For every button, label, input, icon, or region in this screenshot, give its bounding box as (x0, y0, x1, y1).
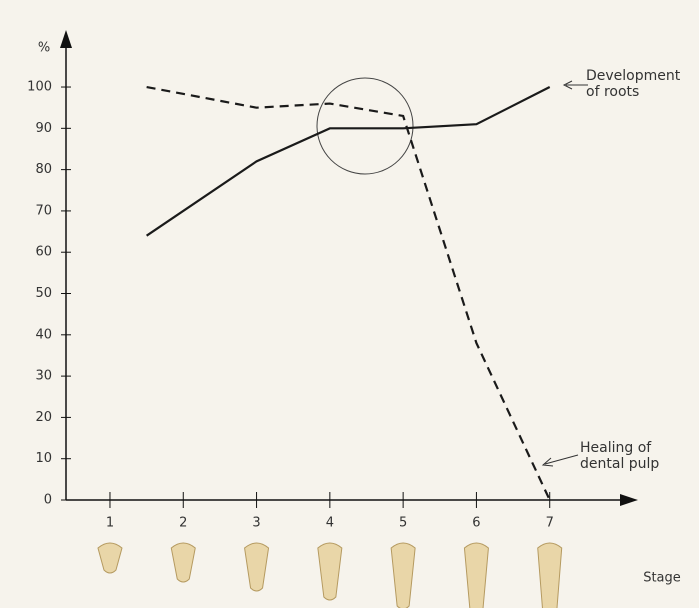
y-axis-label: % (38, 41, 50, 56)
tooth (391, 543, 415, 608)
tooth (538, 543, 562, 608)
tooth (245, 543, 269, 591)
x-tick-label: 7 (546, 516, 554, 531)
page: % Stage 0 10 20 30 40 50 60 70 80 90 100 1 2 3 4 5 6 7 De… (0, 0, 699, 608)
y-tick-label: 60 (35, 245, 52, 260)
series-label: Healing of dental pulp (580, 440, 675, 472)
y-tick-label: 30 (35, 369, 52, 384)
line-series (147, 87, 550, 236)
y-tick-label: 80 (35, 162, 52, 177)
highlight-circle (317, 78, 413, 174)
series-label: Development of roots (586, 68, 698, 100)
y-tick-label: 10 (35, 451, 52, 466)
x-arrow (620, 494, 638, 506)
tooth (318, 543, 342, 600)
y-arrow (60, 30, 72, 48)
line-series (147, 87, 550, 500)
y-tick-label: 40 (35, 327, 52, 342)
y-tick-label: 90 (35, 121, 52, 136)
x-tick-label: 2 (179, 516, 187, 531)
y-tick-label: 20 (35, 410, 52, 425)
x-axis-label: Stage (643, 571, 681, 586)
x-tick-label: 3 (252, 516, 260, 531)
tooth (464, 543, 488, 608)
x-tick-label: 4 (326, 516, 334, 531)
tooth (171, 543, 195, 582)
y-tick-label: 100 (27, 80, 52, 95)
tooth-icons (98, 543, 562, 608)
x-tick-label: 6 (472, 516, 480, 531)
x-tick-label: 1 (106, 516, 114, 531)
y-tick-label: 50 (35, 286, 52, 301)
tooth (98, 543, 122, 573)
y-tick-label: 0 (44, 493, 52, 508)
y-tick-label: 70 (35, 203, 52, 218)
x-tick-label: 5 (399, 516, 407, 531)
